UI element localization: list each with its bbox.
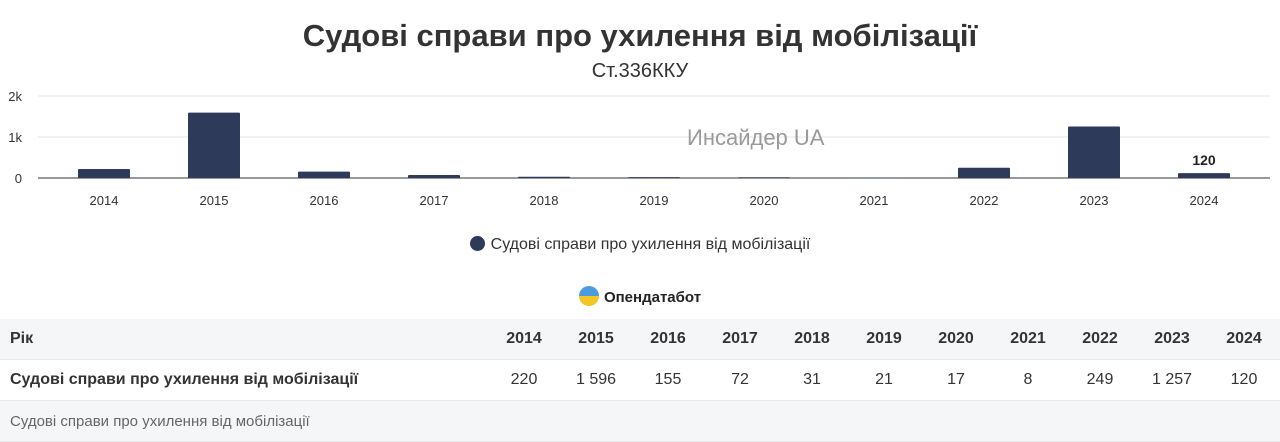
x-tick-label: 2020 — [750, 193, 779, 208]
bar-chart: 0 1k 2k 2014 2015 2016 2017 2018 2019 2020 2021 202… — [8, 89, 1270, 208]
bar-2015[interactable] — [188, 112, 240, 178]
brand-name: Опендатабот — [603, 289, 702, 306]
table-row: Судові справи про ухилення від мобілізац… — [0, 359, 1280, 401]
header-year: 2014 — [488, 319, 560, 360]
cell-value: 155 — [632, 359, 704, 401]
cell-value: 1 596 — [560, 359, 632, 401]
bar-2023[interactable] — [1068, 126, 1120, 178]
bar-2018[interactable] — [518, 176, 570, 178]
bar-2022[interactable] — [958, 167, 1010, 178]
chart-title: Судові справи про ухилення від мобілізац… — [302, 18, 978, 53]
data-table: Рік 2014 2015 2016 2017 2018 2019 2020 2021 2022 2… — [0, 319, 1280, 442]
header-year: 2020 — [920, 319, 992, 360]
cell-value: 220 — [488, 359, 560, 401]
legend-label: Судові справи про ухилення від мобілізац… — [490, 236, 811, 253]
bar-2017[interactable] — [408, 175, 460, 178]
bar-2014[interactable] — [78, 168, 130, 178]
legend-item[interactable]: Судові справи про ухилення від мобілізац… — [0, 236, 1280, 254]
x-tick-label: 2018 — [530, 193, 559, 208]
x-tick-label: 2022 — [970, 193, 999, 208]
legend-dot-icon — [469, 236, 485, 251]
data-label: 120 — [1192, 152, 1216, 168]
watermark: Инсайдер UA — [687, 125, 825, 150]
x-tick-label: 2023 — [1080, 193, 1109, 208]
bar-2024[interactable] — [1178, 173, 1230, 178]
header-year: 2018 — [776, 319, 848, 360]
x-tick-label: 2016 — [310, 193, 339, 208]
table-header-row: Рік 2014 2015 2016 2017 2018 2019 2020 2021 2022 2… — [0, 319, 1280, 360]
table-footer-row: Судові справи про ухилення від мобілізац… — [0, 400, 1280, 442]
brand: Опендатабот — [0, 286, 1280, 306]
opendatabot-logo-icon — [578, 286, 599, 306]
x-tick-label: 2014 — [90, 193, 119, 208]
y-tick-label: 0 — [15, 171, 22, 186]
header-year: 2019 — [848, 319, 920, 360]
header-year: 2017 — [704, 319, 776, 360]
chart-subtitle: Ст.336ККУ — [591, 60, 689, 82]
header-label: Рік — [0, 319, 488, 360]
cell-value: 1 257 — [1136, 359, 1208, 401]
header-year: 2024 — [1208, 319, 1280, 360]
cell-value: 31 — [776, 359, 848, 401]
x-tick-label: 2021 — [860, 193, 889, 208]
header-year: 2016 — [632, 319, 704, 360]
cell-value: 120 — [1208, 359, 1280, 401]
bar-2021[interactable] — [848, 177, 900, 179]
header-year: 2022 — [1064, 319, 1136, 360]
x-tick-label: 2019 — [640, 193, 669, 208]
footer-label: Судові справи про ухилення від мобілізац… — [0, 400, 1280, 442]
y-tick-label: 2k — [8, 89, 22, 104]
row-label: Судові справи про ухилення від мобілізац… — [0, 359, 488, 401]
header-year: 2021 — [992, 319, 1064, 360]
x-tick-label: 2015 — [200, 193, 229, 208]
x-tick-label: 2024 — [1190, 193, 1219, 208]
cell-value: 21 — [848, 359, 920, 401]
cell-value: 8 — [992, 359, 1064, 401]
bar-2016[interactable] — [298, 171, 350, 178]
bar-2020[interactable] — [738, 177, 790, 178]
x-tick-label: 2017 — [420, 193, 449, 208]
cell-value: 72 — [704, 359, 776, 401]
bar-2019[interactable] — [628, 177, 680, 178]
header-year: 2023 — [1136, 319, 1208, 360]
y-tick-label: 1k — [8, 130, 22, 145]
header-year: 2015 — [560, 319, 632, 360]
cell-value: 17 — [920, 359, 992, 401]
cell-value: 249 — [1064, 359, 1136, 401]
